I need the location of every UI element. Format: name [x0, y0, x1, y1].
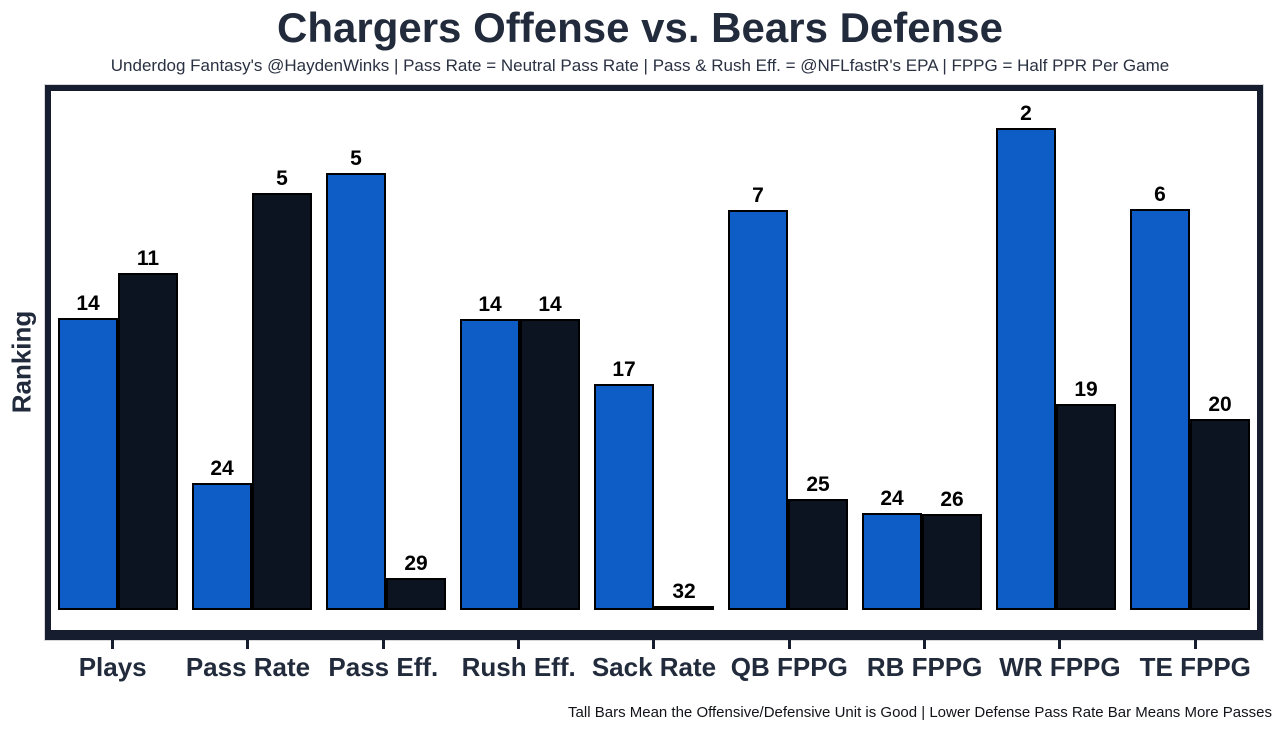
bars-layer: 14 11 24 5 5 29 14 14 17 32 7 25 24 26 2 19 6 20	[51, 91, 1257, 610]
bar-col-defense-rb-fppg: 26	[922, 489, 982, 610]
x-tick	[787, 640, 791, 649]
bar-value-label: 14	[76, 292, 100, 315]
bar-value-label: 32	[672, 580, 696, 603]
x-group-plays: Plays	[45, 640, 180, 683]
x-group-rush-eff: Rush Eff.	[451, 640, 586, 683]
bar-defense-pass-rate	[252, 193, 312, 610]
x-group-pass-rate: Pass Rate	[180, 640, 315, 683]
bar-group-pass-rate: 24 5	[185, 168, 319, 610]
bar-col-defense-te-fppg: 20	[1190, 394, 1250, 610]
bar-value-label: 24	[210, 457, 234, 480]
footer-note: Tall Bars Mean the Offensive/Defensive U…	[568, 704, 1272, 721]
bar-offense-sack-rate	[594, 384, 654, 610]
bar-offense-rb-fppg	[862, 513, 922, 610]
bar-col-offense-te-fppg: 6	[1130, 184, 1190, 610]
y-axis-label: Ranking	[6, 310, 37, 414]
bar-col-defense-rush-eff: 14	[520, 294, 580, 610]
bar-group-sack-rate: 17 32	[587, 359, 721, 610]
bar-group-rush-eff: 14 14	[453, 294, 587, 610]
bar-defense-sack-rate	[654, 606, 714, 610]
bar-offense-qb-fppg	[728, 210, 788, 610]
bar-value-label: 14	[478, 293, 502, 316]
bar-defense-plays	[118, 273, 178, 610]
bar-col-offense-plays: 14	[58, 293, 118, 610]
x-category-label: TE FPPG	[1139, 652, 1251, 682]
bar-col-defense-wr-fppg: 19	[1056, 379, 1116, 610]
bar-value-label: 5	[276, 167, 288, 190]
bar-defense-qb-fppg	[788, 499, 848, 610]
bar-col-defense-pass-eff: 29	[386, 553, 446, 610]
bar-col-offense-rb-fppg: 24	[862, 488, 922, 610]
bar-value-label: 20	[1208, 393, 1232, 416]
bar-defense-te-fppg	[1190, 419, 1250, 610]
x-axis: Plays Pass Rate Pass Eff. Rush Eff. Sack Rat…	[45, 640, 1263, 683]
bar-col-defense-pass-rate: 5	[252, 168, 312, 610]
x-group-pass-eff: Pass Eff.	[316, 640, 451, 683]
x-group-sack-rate: Sack Rate	[586, 640, 721, 683]
x-group-qb-fppg: QB FPPG	[722, 640, 857, 683]
x-tick	[246, 640, 250, 649]
bar-offense-plays	[58, 318, 118, 610]
x-tick	[1058, 640, 1062, 649]
bar-value-label: 7	[752, 184, 764, 207]
bar-defense-wr-fppg	[1056, 404, 1116, 610]
bar-group-qb-fppg: 7 25	[721, 185, 855, 610]
x-tick	[381, 640, 385, 649]
x-category-label: Pass Rate	[185, 652, 311, 682]
bar-col-defense-plays: 11	[118, 248, 178, 610]
bar-offense-wr-fppg	[996, 128, 1056, 610]
bar-offense-te-fppg	[1130, 209, 1190, 610]
bar-col-offense-rush-eff: 14	[460, 294, 520, 610]
bar-value-label: 17	[612, 358, 636, 381]
x-tick	[652, 640, 656, 649]
bar-value-label: 29	[404, 552, 428, 575]
bar-col-offense-wr-fppg: 2	[996, 103, 1056, 610]
x-category-label: WR FPPG	[999, 652, 1121, 682]
bar-col-defense-sack-rate: 32	[654, 581, 714, 610]
bar-group-wr-fppg: 2 19	[989, 103, 1123, 610]
bar-value-label: 5	[350, 147, 362, 170]
x-group-wr-fppg: WR FPPG	[992, 640, 1127, 683]
bar-value-label: 25	[806, 473, 830, 496]
bar-col-offense-pass-eff: 5	[326, 148, 386, 610]
x-tick	[1193, 640, 1197, 649]
chart-title: Chargers Offense vs. Bears Defense	[277, 4, 1003, 51]
bar-defense-rush-eff	[520, 319, 580, 610]
x-category-label: Pass Eff.	[328, 652, 439, 682]
bar-value-label: 24	[880, 487, 904, 510]
bar-value-label: 26	[940, 488, 964, 511]
bar-col-offense-qb-fppg: 7	[728, 185, 788, 610]
bar-col-offense-sack-rate: 17	[594, 359, 654, 610]
bar-value-label: 11	[136, 247, 160, 270]
bar-offense-pass-rate	[192, 483, 252, 610]
bar-value-label: 14	[538, 293, 562, 316]
x-group-te-fppg: TE FPPG	[1128, 640, 1263, 683]
bar-value-label: 6	[1154, 183, 1166, 206]
x-category-label: Sack Rate	[591, 652, 717, 682]
x-category-label: Plays	[78, 652, 147, 682]
bar-value-label: 19	[1074, 378, 1098, 401]
bar-offense-rush-eff	[460, 319, 520, 610]
bar-value-label: 2	[1020, 102, 1032, 125]
chart-subtitle: Underdog Fantasy's @HaydenWinks | Pass R…	[110, 56, 1170, 75]
bar-group-pass-eff: 5 29	[319, 148, 453, 610]
bar-col-defense-qb-fppg: 25	[788, 474, 848, 610]
bar-group-te-fppg: 6 20	[1123, 184, 1257, 610]
plot-area: 14 11 24 5 5 29 14 14 17 32 7 25 24 26 2 19 6 20	[45, 85, 1263, 640]
x-category-label: QB FPPG	[730, 652, 848, 682]
x-group-rb-fppg: RB FPPG	[857, 640, 992, 683]
bar-offense-pass-eff	[326, 173, 386, 610]
x-category-label: Rush Eff.	[461, 652, 576, 682]
x-tick	[923, 640, 927, 649]
bar-defense-pass-eff	[386, 578, 446, 610]
x-tick	[517, 640, 521, 649]
bar-defense-rb-fppg	[922, 514, 982, 610]
x-tick	[111, 640, 115, 649]
bar-col-offense-pass-rate: 24	[192, 458, 252, 610]
bar-group-rb-fppg: 24 26	[855, 488, 989, 610]
bar-group-plays: 14 11	[51, 248, 185, 610]
x-category-label: RB FPPG	[866, 652, 983, 682]
